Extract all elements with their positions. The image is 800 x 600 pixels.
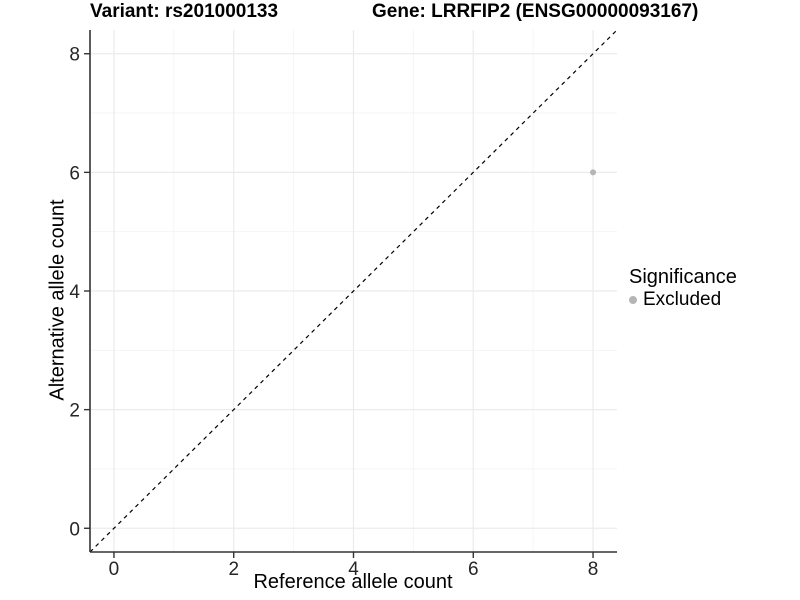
svg-text:6: 6: [69, 163, 80, 184]
plot-panel: 0 2 4 6 8 0 2 4 6 8: [69, 29, 618, 580]
x-axis-label: Reference allele count: [253, 571, 453, 593]
legend-item-label: Excluded: [643, 289, 722, 310]
svg-text:8: 8: [588, 559, 599, 580]
legend-point-icon: [629, 295, 637, 304]
legend-title: Significance: [629, 266, 737, 288]
plot-title-gene: Gene: LRRFIP2 (ENSG00000093167): [372, 1, 699, 22]
y-axis-label: Alternative allele count: [46, 199, 69, 401]
svg-text:8: 8: [69, 45, 80, 66]
svg-text:6: 6: [468, 559, 479, 580]
plot-title-variant: Variant: rs201000133: [90, 1, 279, 22]
legend-item-excluded: Excluded: [629, 289, 737, 310]
svg-text:4: 4: [69, 282, 80, 303]
svg-text:0: 0: [69, 519, 80, 540]
legend: Significance Excluded: [629, 266, 737, 310]
svg-text:0: 0: [109, 559, 120, 580]
svg-text:2: 2: [69, 401, 80, 422]
svg-text:4: 4: [348, 559, 359, 580]
svg-text:2: 2: [228, 559, 239, 580]
